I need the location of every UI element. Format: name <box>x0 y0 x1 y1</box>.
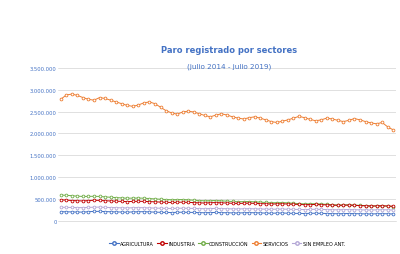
Text: Paro registrado por sectores: Paro registrado por sectores <box>161 46 297 55</box>
Text: Evolución del paro por sectores: Evolución del paro por sectores <box>96 9 304 21</box>
Legend: AGRICULTURA, INDUSTRIA, CONSTRUCCIÓN, SERVICIOS, SIN EMPLEO ANT.: AGRICULTURA, INDUSTRIA, CONSTRUCCIÓN, SE… <box>107 239 347 247</box>
Text: (julio 2014 - julio 2019): (julio 2014 - julio 2019) <box>187 63 271 69</box>
